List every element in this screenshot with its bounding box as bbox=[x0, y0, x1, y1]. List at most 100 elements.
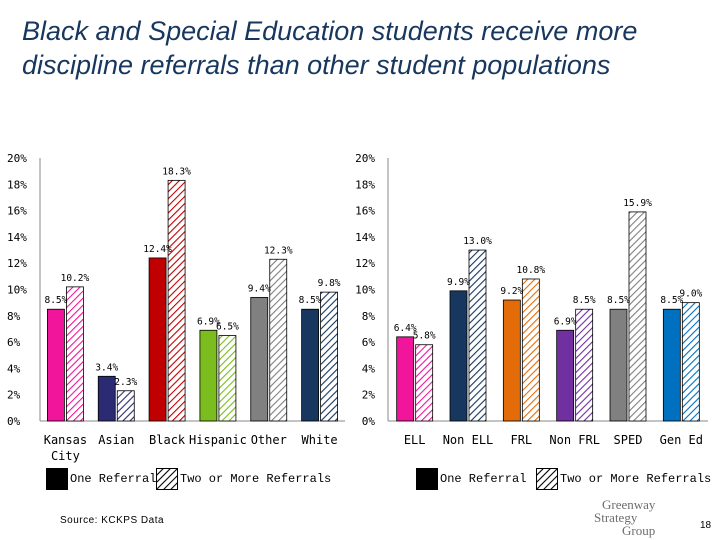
value-label-two-referrals: 9.8% bbox=[318, 278, 341, 289]
legend-one-referral: One Referral bbox=[46, 468, 156, 490]
value-label-two-referrals: 10.8% bbox=[517, 265, 546, 276]
x-category-label: Asian bbox=[98, 433, 134, 447]
bar-two-or-more-referrals bbox=[320, 291, 338, 422]
x-category-label: Non ELL bbox=[443, 433, 494, 447]
y-tick-label: 10% bbox=[7, 284, 27, 297]
y-tick-label: 20% bbox=[7, 152, 27, 165]
legend-hatch-swatch bbox=[536, 468, 558, 490]
y-tick-label: 8% bbox=[362, 310, 376, 323]
legend-solid-swatch bbox=[416, 468, 438, 490]
bar-two-or-more-referrals bbox=[521, 278, 540, 422]
company-logo: Greenway Strategy Group bbox=[592, 496, 678, 538]
x-category-label: Non FRL bbox=[549, 433, 600, 447]
x-category-label: White bbox=[302, 433, 338, 447]
x-category-label: FRL bbox=[510, 433, 532, 447]
y-tick-label: 0% bbox=[7, 415, 21, 428]
y-tick-label: 4% bbox=[7, 362, 21, 375]
legend-two-referrals: Two or More Referrals bbox=[156, 468, 331, 490]
bar-two-or-more-referrals bbox=[681, 302, 700, 422]
x-category-label: Gen Ed bbox=[660, 433, 703, 447]
y-tick-label: 8% bbox=[7, 310, 21, 323]
y-tick-label: 12% bbox=[7, 257, 27, 270]
value-label-one-referral: 6.9% bbox=[554, 316, 577, 327]
y-tick-label: 2% bbox=[7, 389, 21, 402]
bar-two-or-more-referrals bbox=[269, 258, 288, 422]
value-label-one-referral: 12.4% bbox=[143, 244, 172, 255]
value-label-two-referrals: 18.3% bbox=[162, 166, 191, 177]
bar-one-referral bbox=[199, 329, 218, 422]
y-tick-label: 16% bbox=[355, 205, 375, 218]
bar-two-or-more-referrals bbox=[575, 308, 594, 422]
value-label-two-referrals: 15.9% bbox=[623, 198, 652, 209]
chart-left-panel: 0% 2% 4% 6% 8% 10% 12% 14% 16% 18% 20% 8.5% 10.2% Kan… bbox=[0, 140, 360, 500]
y-tick-label: 12% bbox=[355, 257, 375, 270]
bar-two-or-more-referrals bbox=[116, 390, 135, 422]
source-note: Source: KCKPS Data bbox=[60, 515, 165, 526]
y-tick-label: 18% bbox=[7, 178, 27, 191]
legend-solid-swatch bbox=[46, 468, 68, 490]
bar-two-or-more-referrals bbox=[468, 249, 487, 422]
value-label-one-referral: 8.5% bbox=[44, 295, 67, 306]
value-label-two-referrals: 13.0% bbox=[463, 236, 492, 247]
x-category-label: SPED bbox=[614, 433, 643, 447]
value-label-one-referral: 3.4% bbox=[95, 362, 118, 373]
value-label-one-referral: 9.9% bbox=[447, 277, 470, 288]
value-label-one-referral: 9.4% bbox=[248, 283, 271, 294]
legend-right: One Referral Two or More Referrals bbox=[416, 468, 716, 496]
value-label-two-referrals: 5.8% bbox=[413, 331, 436, 342]
bar-one-referral bbox=[662, 308, 681, 422]
value-label-one-referral: 8.5% bbox=[607, 295, 630, 306]
legend-hatch-swatch bbox=[156, 468, 178, 490]
bar-one-referral bbox=[301, 308, 319, 422]
value-label-two-referrals: 6.5% bbox=[216, 322, 239, 333]
bar-one-referral bbox=[148, 257, 167, 422]
bar-one-referral bbox=[556, 329, 575, 422]
logo-line-1: Greenway bbox=[602, 497, 656, 512]
legend-one-referral: One Referral bbox=[416, 468, 526, 490]
bar-two-or-more-referrals bbox=[628, 211, 647, 422]
program-referrals-chart: 0% 2% 4% 6% 8% 10% 12% 14% 16% 18% 20% 6.4%5.8% ELL 9… bbox=[355, 152, 708, 447]
x-category-label: Kansas City bbox=[44, 433, 87, 463]
y-tick-label: 6% bbox=[362, 336, 376, 349]
value-label-two-referrals: 8.5% bbox=[573, 295, 596, 306]
y-tick-label: 18% bbox=[355, 178, 375, 191]
bar-one-referral bbox=[502, 299, 521, 422]
bar-one-referral bbox=[396, 336, 415, 422]
value-label-one-referral: 6.4% bbox=[394, 323, 417, 334]
x-category-label: Black bbox=[149, 433, 186, 447]
bar-one-referral bbox=[47, 308, 65, 422]
slide-title: Black and Special Education students rec… bbox=[22, 16, 638, 80]
bar-two-or-more-referrals bbox=[218, 335, 237, 422]
y-tick-label: 10% bbox=[355, 284, 375, 297]
legend-left: One Referral Two or More Referrals bbox=[46, 468, 346, 496]
bar-one-referral bbox=[609, 308, 628, 422]
bar-two-or-more-referrals bbox=[66, 286, 84, 422]
legend-two-referrals: Two or More Referrals bbox=[536, 468, 711, 490]
bar-one-referral bbox=[97, 375, 116, 422]
legend-one-referral-label: One Referral bbox=[440, 472, 527, 486]
logo-line-2: Strategy bbox=[594, 510, 638, 525]
value-label-one-referral: 9.2% bbox=[500, 286, 523, 297]
page-number: 18 bbox=[700, 520, 712, 531]
value-label-two-referrals: 9.0% bbox=[679, 289, 702, 300]
chart-right-panel: 0% 2% 4% 6% 8% 10% 12% 14% 16% 18% 20% 6.4% 5.8% ELL 9… bbox=[348, 140, 708, 500]
y-tick-label: 20% bbox=[355, 152, 375, 165]
y-tick-label: 6% bbox=[7, 336, 21, 349]
y-tick-label: 2% bbox=[362, 389, 376, 402]
legend-one-referral-label: One Referral bbox=[70, 472, 157, 486]
bar-one-referral bbox=[449, 290, 468, 422]
race-referrals-chart: 0% 2% 4% 6% 8% 10% 12% 14% 16% 18% 20% 8.5% 10.2% Kan… bbox=[7, 152, 345, 463]
y-tick-label: 14% bbox=[355, 231, 375, 244]
value-label-one-referral: 8.5% bbox=[299, 295, 322, 306]
legend-two-referrals-label: Two or More Referrals bbox=[180, 472, 332, 486]
bar-two-or-more-referrals bbox=[167, 179, 186, 422]
x-category-label: Other bbox=[251, 433, 287, 447]
value-label-two-referrals: 10.2% bbox=[61, 273, 90, 284]
x-category-label: ELL bbox=[404, 433, 426, 447]
y-tick-label: 14% bbox=[7, 231, 27, 244]
value-label-one-referral: 6.9% bbox=[197, 316, 220, 327]
value-label-two-referrals: 12.3% bbox=[264, 245, 293, 256]
bar-two-or-more-referrals bbox=[415, 344, 434, 422]
legend-two-referrals-label: Two or More Referrals bbox=[560, 472, 712, 486]
y-tick-label: 16% bbox=[7, 205, 27, 218]
